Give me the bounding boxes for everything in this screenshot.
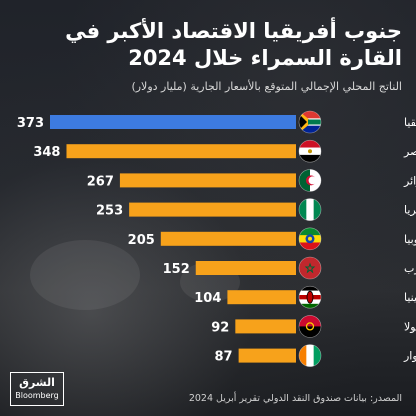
value-label: 104	[194, 291, 221, 306]
algeria-flag-icon	[298, 169, 322, 192]
source-note: المصدر: بيانات صندوق النقد الدولي تقرير …	[188, 393, 402, 404]
bar-row: 205 أثيوبيا	[128, 227, 416, 251]
page-title: جنوب أفريقيا الاقتصاد الأكبر في القارة ا…	[65, 19, 402, 70]
bar	[160, 231, 296, 246]
bar	[195, 261, 296, 275]
category-label: كوت ديفوار	[403, 350, 416, 363]
nigeria-flag-icon	[298, 198, 322, 221]
category-label: كينيا	[404, 291, 416, 304]
value-label: 253	[96, 204, 123, 219]
egypt-flag-icon	[298, 139, 322, 163]
bar	[50, 115, 296, 129]
bar-row: 104 كينيا	[194, 285, 416, 309]
bar	[238, 348, 296, 363]
background-worker-helmet	[30, 240, 140, 310]
logo-sub-text: Bloomberg	[15, 391, 59, 400]
south-africa-flag-icon	[298, 110, 322, 134]
bar-row: 152 المغرب	[163, 256, 416, 280]
category-label: أثيوبيا	[404, 232, 416, 246]
bar-row: 348 مصر	[33, 139, 416, 163]
angola-flag-icon	[298, 315, 322, 338]
bar-row: 267 الجزائر	[87, 169, 416, 192]
chart-subtitle: الناتج المحلي الإجمالي المتوقع بالأسعار …	[131, 80, 402, 93]
ethiopia-flag-icon	[298, 227, 322, 251]
value-label: 267	[87, 174, 114, 189]
value-label: 205	[128, 233, 155, 248]
category-label: الجزائر	[403, 174, 416, 187]
category-label: أنغولا	[404, 319, 416, 333]
bar	[235, 319, 296, 334]
value-label: 348	[33, 145, 60, 160]
bar-row: 373 جنوب أفريقيا	[17, 110, 416, 134]
logo-main-text: الشرق	[19, 376, 55, 389]
bar-row: 253 نيجيريا	[96, 198, 416, 221]
category-label: نيجيريا	[404, 204, 416, 217]
bar-row: 87 كوت ديفوار	[215, 344, 416, 367]
category-label: المغرب	[404, 262, 416, 275]
value-label: 92	[211, 320, 229, 335]
bar	[119, 173, 296, 188]
bar-row: 92 أنغولا	[211, 315, 416, 338]
bar	[129, 202, 296, 217]
ivory-coast-flag-icon	[298, 344, 322, 367]
brand-logo: الشرق Bloomberg	[10, 372, 64, 406]
bar	[227, 290, 296, 305]
category-label: مصر	[403, 145, 416, 158]
category-label: جنوب أفريقيا	[404, 115, 416, 129]
value-label: 87	[215, 350, 233, 365]
bar	[66, 144, 296, 159]
value-label: 152	[163, 262, 190, 277]
kenya-flag-icon	[298, 285, 322, 309]
value-label: 373	[17, 116, 44, 131]
morocco-flag-icon	[298, 256, 322, 280]
